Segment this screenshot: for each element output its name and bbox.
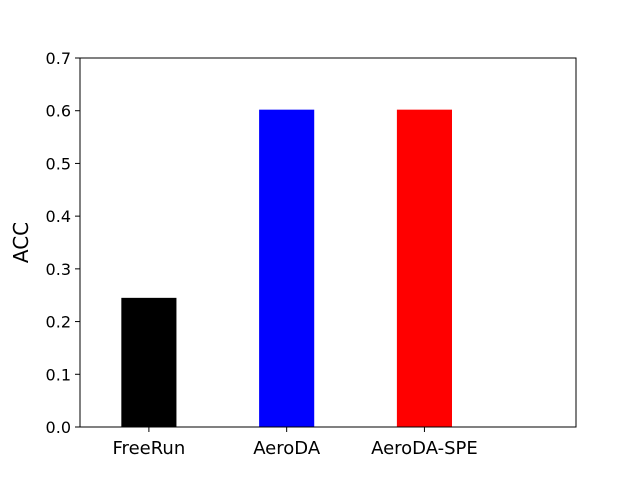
y-tick-label: 0.7: [46, 49, 71, 68]
x-tick-label: AeroDA-SPE: [371, 438, 478, 459]
y-tick-label: 0.1: [46, 365, 71, 384]
x-tick-label: FreeRun: [113, 438, 186, 459]
y-axis-label: ACC: [9, 222, 33, 263]
x-axis-ticks: FreeRun AeroDA AeroDA-SPE: [113, 427, 478, 459]
y-tick-label: 0.6: [46, 102, 71, 121]
bar-aeroda: [259, 109, 315, 427]
bars-layer: [121, 109, 452, 427]
bar-freerun: [121, 297, 177, 427]
y-axis-ticks: 0.0 0.1 0.2 0.3 0.4 0.5 0.6 0.7: [46, 49, 80, 437]
y-tick-label: 0.3: [46, 260, 71, 279]
y-tick-label: 0.2: [46, 313, 71, 332]
y-tick-label: 0.0: [46, 418, 71, 437]
y-tick-label: 0.5: [46, 154, 71, 173]
x-tick-label: AeroDA: [253, 438, 321, 459]
bar-aeroda-spe: [396, 109, 452, 427]
plot-frame: [79, 57, 577, 428]
y-tick-label: 0.4: [46, 207, 71, 226]
